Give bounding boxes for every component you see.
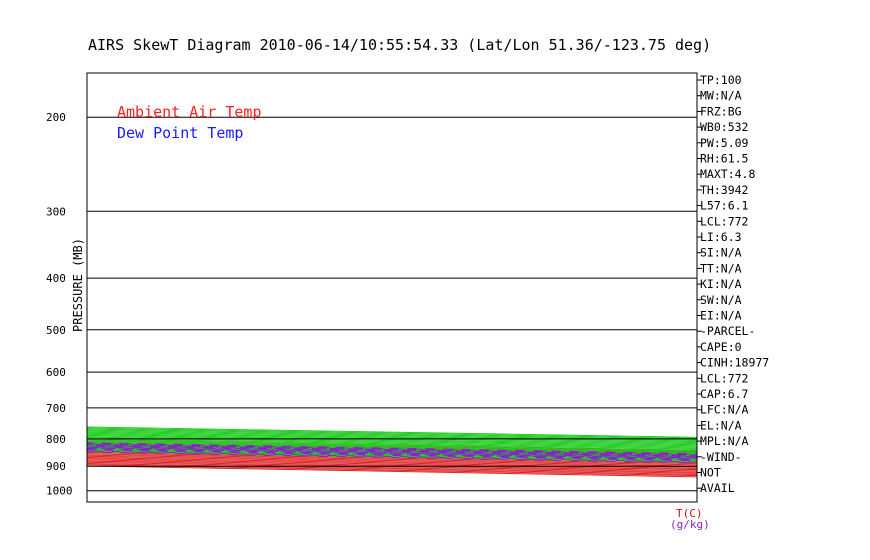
index-label: L57:6.1 (700, 199, 749, 213)
pressure-tick-label: 400 (46, 272, 66, 285)
index-label: EL:N/A (700, 418, 742, 432)
pressure-tick-label: 600 (46, 366, 66, 379)
index-label: TT:N/A (700, 261, 742, 275)
chart-title: AIRS SkewT Diagram 2010-06-14/10:55:54.3… (88, 36, 711, 54)
index-label: FRZ:BG (700, 104, 742, 118)
temperature-profile-line (0, 0, 24, 446)
index-label: MW:N/A (700, 89, 742, 103)
mixing-ratio-unit-label: (g/kg) (670, 518, 710, 531)
pressure-tick-label: 900 (46, 460, 66, 473)
index-label: -WIND- (700, 450, 742, 464)
index-label: CINH:18977 (700, 356, 769, 370)
index-label: NOT (700, 466, 721, 480)
index-label: LI:6.3 (700, 230, 742, 244)
index-label: RH:61.5 (700, 152, 748, 166)
index-label: -PARCEL- (700, 324, 755, 338)
isobars (87, 116, 697, 492)
legend-item-ambient-air-temp: Ambient Air Temp (117, 103, 262, 121)
index-label: LFC:N/A (700, 403, 749, 417)
index-label: LCL:772 (700, 214, 748, 228)
pressure-tick-label: 1000 (46, 485, 73, 498)
index-label: LCL:772 (700, 371, 748, 385)
legend-item-dew-point-temp: Dew Point Temp (117, 124, 243, 142)
temperature-unit-label: T(C) (676, 507, 703, 520)
plot-frame (86, 72, 698, 503)
y-axis-label: PRESSURE (MB) (71, 238, 85, 332)
index-label: MAXT:4.8 (700, 167, 755, 181)
dewpoint-profile-line (0, 0, 21, 446)
pressure-tick-label: 700 (46, 402, 66, 415)
index-label: KI:N/A (700, 277, 742, 291)
index-label: WB0:532 (700, 120, 748, 134)
index-label: TP:100 (700, 73, 742, 87)
pressure-tick-label: 500 (46, 324, 66, 337)
index-label: TH:3942 (700, 183, 748, 197)
index-label: PW:5.09 (700, 136, 749, 150)
sounding-series (0, 0, 24, 446)
legend: Ambient Air Temp Dew Point Temp (117, 103, 262, 142)
index-label: CAPE:0 (700, 340, 742, 354)
pressure-tick-label: 300 (46, 205, 66, 218)
pressure-tick-label: 800 (46, 433, 66, 446)
index-label: MPL:N/A (700, 434, 749, 448)
index-label: CAP:6.7 (700, 387, 749, 401)
pressure-tick-label: 200 (46, 111, 66, 124)
index-label: SI:N/A (700, 246, 742, 260)
index-label: EI:N/A (700, 309, 742, 323)
axes: 1002003004005006007008009001000-50-40-30… (46, 72, 710, 531)
sounding-indices: TP:100MW:N/AFRZ:BGWB0:532PW:5.09RH:61.5M… (697, 73, 769, 495)
index-label: AVAIL (700, 481, 735, 495)
index-label: SW:N/A (700, 293, 742, 307)
